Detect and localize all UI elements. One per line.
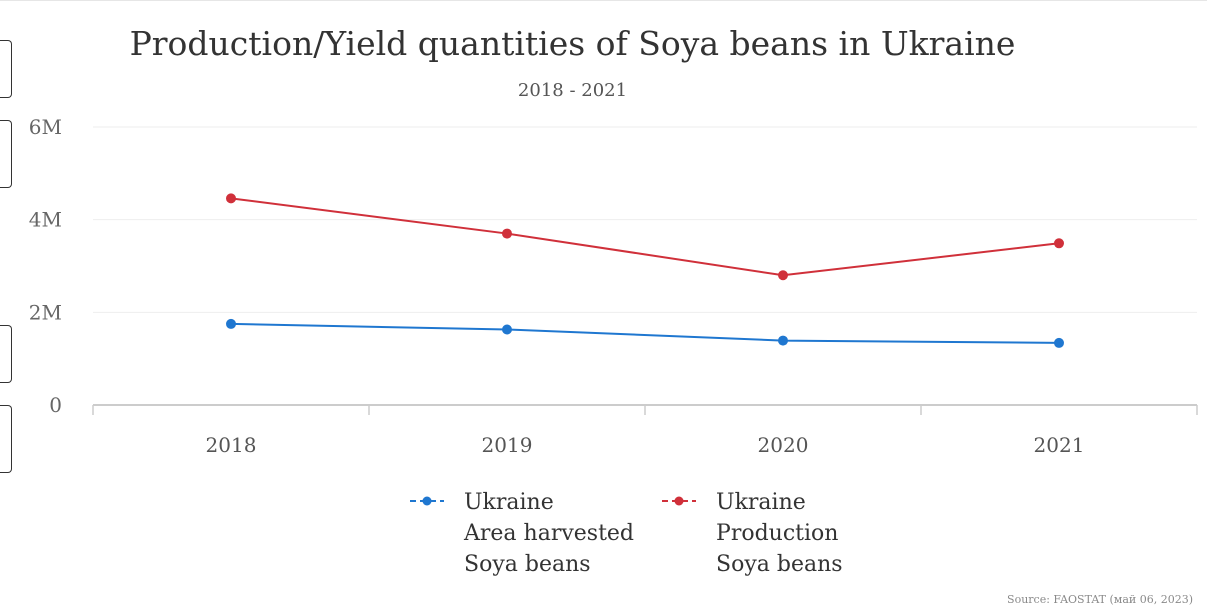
legend-label-line: Soya beans xyxy=(716,552,843,577)
series-line-area-harvested xyxy=(230,322,1060,344)
side-bracket xyxy=(0,40,12,98)
data-point-production xyxy=(226,193,236,204)
data-point-area-harvested xyxy=(778,335,788,346)
y-tick-label: 6M xyxy=(29,115,62,139)
x-tick-label: 2019 xyxy=(482,433,533,457)
x-tick-label: 2020 xyxy=(758,433,809,457)
legend-item-area-harvested[interactable]: Ukraine Area harvested Soya beans xyxy=(410,490,634,580)
side-bracket xyxy=(0,120,12,188)
y-tick-label: 4M xyxy=(29,208,62,232)
legend-line-marker-icon xyxy=(662,490,697,512)
source-note: Source: FAOSTAT (май 06, 2023) xyxy=(1007,593,1193,606)
data-point-area-harvested xyxy=(502,324,512,335)
legend-line-marker-icon xyxy=(410,490,444,512)
legend-dot xyxy=(674,496,684,506)
chart-subtitle: 2018 - 2021 xyxy=(517,80,628,101)
legend-dot xyxy=(422,496,432,506)
legend-label-line: Area harvested xyxy=(464,521,635,546)
legend-label: Ukraine Production Soya beans xyxy=(716,487,843,580)
data-point-area-harvested xyxy=(226,318,236,329)
legend-label-line: Production xyxy=(716,521,839,546)
legend-label-line: Ukraine xyxy=(464,490,554,515)
legend-symbol-production xyxy=(662,496,697,506)
side-bracket xyxy=(0,405,12,473)
legend-label: Ukraine Area harvested Soya beans xyxy=(464,487,634,580)
data-point-production xyxy=(502,228,512,239)
x-tick-label: 2018 xyxy=(206,433,257,457)
side-bracket xyxy=(0,325,12,383)
data-point-production xyxy=(1054,238,1064,249)
chart-title: Production/Yield quantities of Soya bean… xyxy=(129,24,1016,63)
data-point-area-harvested xyxy=(1054,337,1064,348)
series-line-production xyxy=(230,197,1060,277)
legend-label-line: Ukraine xyxy=(716,490,806,515)
legend-item-production[interactable]: Ukraine Production Soya beans xyxy=(662,490,843,580)
y-tick-label: 0 xyxy=(49,393,62,417)
data-point-production xyxy=(778,270,788,281)
x-tick-label: 2021 xyxy=(1034,433,1085,457)
y-tick-label: 2M xyxy=(29,300,62,324)
legend-symbol-area-harvested xyxy=(410,496,444,506)
legend-label-line: Soya beans xyxy=(464,552,591,577)
legend: Ukraine Area harvested Soya beans Ukrain… xyxy=(410,490,843,580)
